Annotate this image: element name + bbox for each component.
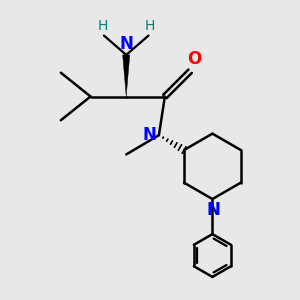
- Text: N: N: [207, 200, 221, 218]
- Text: O: O: [188, 50, 202, 68]
- Text: H: H: [145, 19, 155, 33]
- Text: H: H: [97, 19, 108, 33]
- Text: N: N: [142, 126, 156, 144]
- Polygon shape: [123, 55, 130, 97]
- Text: N: N: [119, 34, 133, 52]
